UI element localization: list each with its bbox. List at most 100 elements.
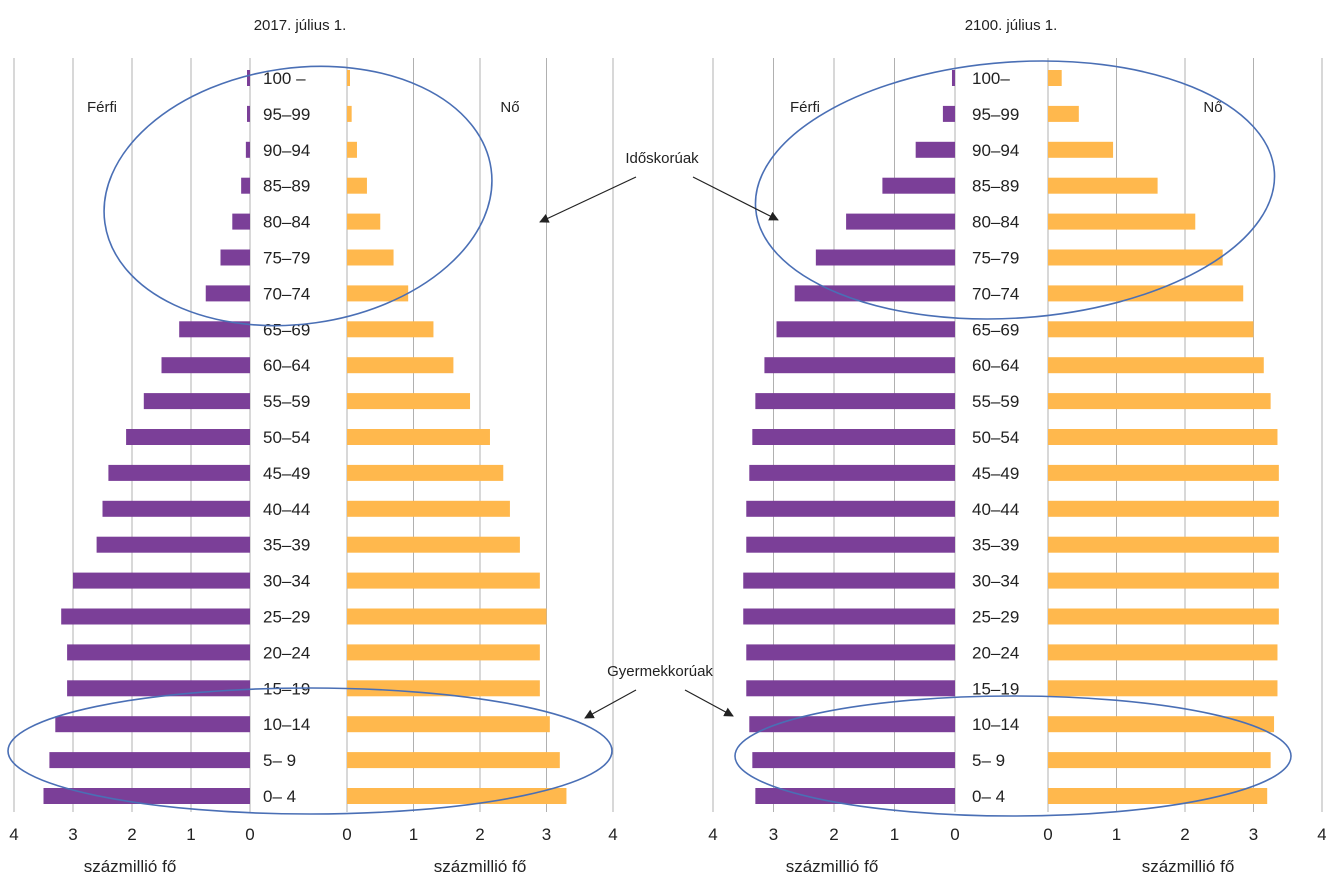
male-label-2017: Férfi bbox=[87, 99, 117, 116]
annotation-elderly: Időskorúak bbox=[625, 150, 699, 167]
bar-female-2017 bbox=[347, 464, 504, 481]
bar-female-2100 bbox=[1048, 321, 1254, 338]
bar-male-2100 bbox=[764, 357, 955, 374]
bar-female-2017 bbox=[347, 716, 550, 733]
bar-female-2017 bbox=[347, 249, 394, 266]
bar-male-2017 bbox=[108, 464, 251, 481]
bar-male-2017 bbox=[96, 536, 250, 553]
bar-male-2100 bbox=[942, 105, 955, 122]
bar-female-2100 bbox=[1048, 788, 1268, 804]
age-label-2017: 0– 4 bbox=[263, 787, 296, 806]
bar-female-2100 bbox=[1048, 393, 1271, 410]
bar-female-2100 bbox=[1048, 644, 1278, 661]
bar-layer bbox=[43, 70, 1279, 804]
xtick-male-2017-1: 1 bbox=[186, 825, 195, 844]
age-label-2100: 55–59 bbox=[972, 392, 1019, 411]
xlabel-right-2100: százmillió fő bbox=[1142, 857, 1235, 876]
bar-female-2100 bbox=[1048, 70, 1062, 86]
xtick-female-2100-0: 0 bbox=[1043, 825, 1052, 844]
bar-female-2100 bbox=[1048, 608, 1279, 625]
age-label-2017: 40–44 bbox=[263, 500, 310, 519]
age-label-2017: 60–64 bbox=[263, 356, 310, 375]
bar-male-2100 bbox=[752, 429, 955, 445]
bar-female-2017 bbox=[347, 285, 409, 302]
bar-female-2017 bbox=[347, 608, 547, 625]
xtick-male-2100-3: 3 bbox=[769, 825, 778, 844]
bar-female-2017 bbox=[347, 105, 352, 122]
bar-male-2100 bbox=[815, 249, 955, 266]
age-label-2100: 50–54 bbox=[972, 428, 1019, 447]
bar-male-2017 bbox=[161, 357, 250, 374]
male-label-2100: Férfi bbox=[790, 99, 820, 116]
bar-female-2100 bbox=[1048, 177, 1158, 194]
bar-female-2017 bbox=[347, 70, 350, 86]
age-label-2100: 5– 9 bbox=[972, 751, 1005, 770]
bar-male-2017 bbox=[73, 572, 250, 589]
bar-male-2017 bbox=[43, 788, 250, 804]
age-label-2017: 25–29 bbox=[263, 608, 310, 627]
bar-male-2017 bbox=[67, 680, 250, 697]
age-label-2100: 95–99 bbox=[972, 105, 1019, 124]
age-label-2100: 90–94 bbox=[972, 141, 1019, 160]
age-label-2100: 0– 4 bbox=[972, 787, 1005, 806]
bar-female-2017 bbox=[347, 213, 381, 230]
xlabel-left-2100: százmillió fő bbox=[786, 857, 879, 876]
bar-female-2017 bbox=[347, 393, 471, 410]
bar-male-2017 bbox=[49, 752, 251, 769]
bar-male-2017 bbox=[241, 177, 250, 194]
age-label-2100: 40–44 bbox=[972, 500, 1019, 519]
xtick-female-2017-2: 2 bbox=[475, 825, 484, 844]
bar-male-2017 bbox=[179, 321, 250, 338]
bar-female-2017 bbox=[347, 752, 560, 769]
bar-female-2100 bbox=[1048, 536, 1279, 553]
xtick-male-2017-3: 3 bbox=[68, 825, 77, 844]
bar-male-2100 bbox=[743, 608, 955, 625]
arrow-children-left bbox=[584, 689, 637, 719]
bar-male-2017 bbox=[61, 608, 251, 625]
age-label-2017: 35–39 bbox=[263, 536, 310, 555]
bar-female-2100 bbox=[1048, 752, 1271, 769]
bar-female-2100 bbox=[1048, 249, 1223, 266]
age-label-2017: 80–84 bbox=[263, 213, 310, 232]
bar-male-2100 bbox=[743, 572, 955, 589]
bar-female-2100 bbox=[1048, 429, 1278, 445]
age-label-2100: 20–24 bbox=[972, 643, 1019, 662]
age-label-2100: 85–89 bbox=[972, 177, 1019, 196]
bar-female-2100 bbox=[1048, 141, 1114, 158]
bar-female-2100 bbox=[1048, 716, 1275, 733]
age-label-2100: 100– bbox=[972, 69, 1010, 88]
bar-male-2100 bbox=[749, 464, 955, 481]
age-label-2100: 60–64 bbox=[972, 356, 1019, 375]
xtick-male-2100-2: 2 bbox=[829, 825, 838, 844]
label-layer: 0 01 12 23 34 40– 45– 910–1415–1920–2425–2930… bbox=[9, 69, 1326, 844]
age-label-2017: 55–59 bbox=[263, 392, 310, 411]
age-label-2017: 90–94 bbox=[263, 141, 310, 160]
bar-male-2017 bbox=[143, 393, 250, 410]
bar-female-2017 bbox=[347, 357, 454, 374]
bar-male-2100 bbox=[746, 644, 955, 661]
bar-female-2017 bbox=[347, 429, 490, 445]
xlabel-left-2017: százmillió fő bbox=[84, 857, 177, 876]
age-label-2017: 85–89 bbox=[263, 177, 310, 196]
bar-male-2017 bbox=[232, 213, 250, 230]
age-label-2017: 65–69 bbox=[263, 320, 310, 339]
ellipse-elderly-2017 bbox=[103, 65, 493, 327]
age-label-2017: 5– 9 bbox=[263, 751, 296, 770]
xtick-male-2017-4: 4 bbox=[9, 825, 18, 844]
bar-male-2017 bbox=[220, 249, 250, 266]
xtick-female-2100-2: 2 bbox=[1180, 825, 1189, 844]
female-label-2017: Nő bbox=[500, 99, 519, 116]
bar-female-2017 bbox=[347, 321, 434, 338]
bar-female-2017 bbox=[347, 644, 540, 661]
bar-male-2100 bbox=[755, 788, 955, 804]
bar-male-2017 bbox=[102, 500, 250, 517]
ellipse-children-2100 bbox=[734, 695, 1292, 817]
age-label-2100: 45–49 bbox=[972, 464, 1019, 483]
female-label-2100: Nő bbox=[1203, 99, 1222, 116]
age-label-2017: 70–74 bbox=[263, 284, 310, 303]
xtick-male-2100-4: 4 bbox=[708, 825, 717, 844]
arrow-elderly-right bbox=[692, 176, 779, 221]
bar-female-2017 bbox=[347, 788, 567, 804]
age-label-2100: 10–14 bbox=[972, 715, 1019, 734]
